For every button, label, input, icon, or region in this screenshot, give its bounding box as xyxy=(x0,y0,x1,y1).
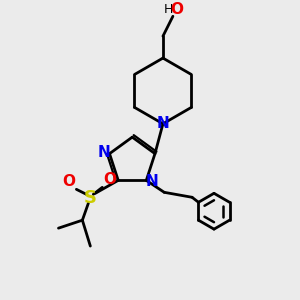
Text: O: O xyxy=(170,2,183,17)
Text: N: N xyxy=(157,116,169,131)
Text: O: O xyxy=(62,174,75,189)
Text: S: S xyxy=(84,189,97,207)
Text: N: N xyxy=(97,145,110,160)
Text: H: H xyxy=(164,3,174,16)
Text: N: N xyxy=(146,174,159,189)
Text: O: O xyxy=(103,172,116,187)
